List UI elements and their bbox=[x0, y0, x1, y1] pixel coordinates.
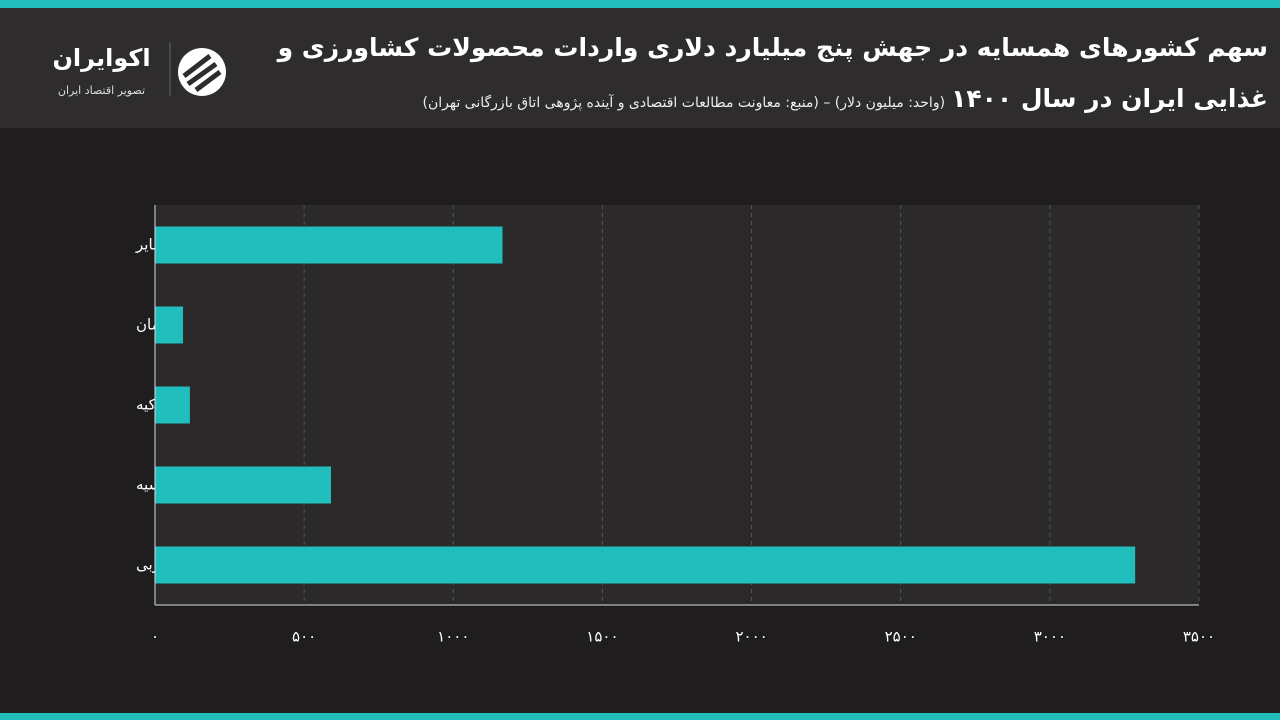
chart-subtitle: (واحد: میلیون دلار) – (منبع: معاونت مطال… bbox=[422, 95, 946, 111]
x-tick-label: ۲۵۰۰ bbox=[885, 628, 917, 646]
logo bbox=[169, 42, 226, 96]
chart: ۰ ۵۰۰ ۱۰۰۰ ۱۵۰۰ ۲۰۰۰ ۲۵۰۰ ۳۰۰۰ ۳۵۰۰سایرعمانترکی… bbox=[135, 205, 1215, 646]
bar bbox=[155, 386, 190, 424]
header: سهم کشورهای همسایه در جهش پنج میلیارد دل… bbox=[0, 8, 1280, 128]
x-tick-label: ۳۰۰۰ bbox=[1034, 628, 1066, 646]
x-tick-label: ۱۵۰۰ bbox=[586, 628, 618, 646]
x-tick-label: ۲۰۰۰ bbox=[735, 628, 767, 646]
bar bbox=[155, 226, 503, 264]
title-box: سهم کشورهای همسایه در جهش پنج میلیارد دل… bbox=[248, 24, 1268, 127]
x-tick-label: ۳۵۰۰ bbox=[1183, 628, 1215, 646]
brand: اکوایران bbox=[52, 44, 151, 72]
x-tick-label: ۰ bbox=[151, 628, 159, 646]
x-tick-label: ۵۰۰ bbox=[292, 628, 316, 646]
bar bbox=[155, 466, 331, 504]
tagline: تصویر اقتصاد ایران bbox=[57, 84, 146, 97]
bottom-strip bbox=[0, 713, 1280, 720]
top-strip bbox=[0, 0, 1280, 8]
x-tick-label: ۱۰۰۰ bbox=[437, 628, 469, 646]
bar bbox=[155, 546, 1136, 584]
logo-stripes bbox=[182, 54, 222, 92]
bar bbox=[155, 306, 184, 344]
chart-title: سهم کشورهای همسایه در جهش پنج میلیارد دل… bbox=[277, 33, 1268, 113]
plot-area bbox=[155, 205, 1199, 605]
